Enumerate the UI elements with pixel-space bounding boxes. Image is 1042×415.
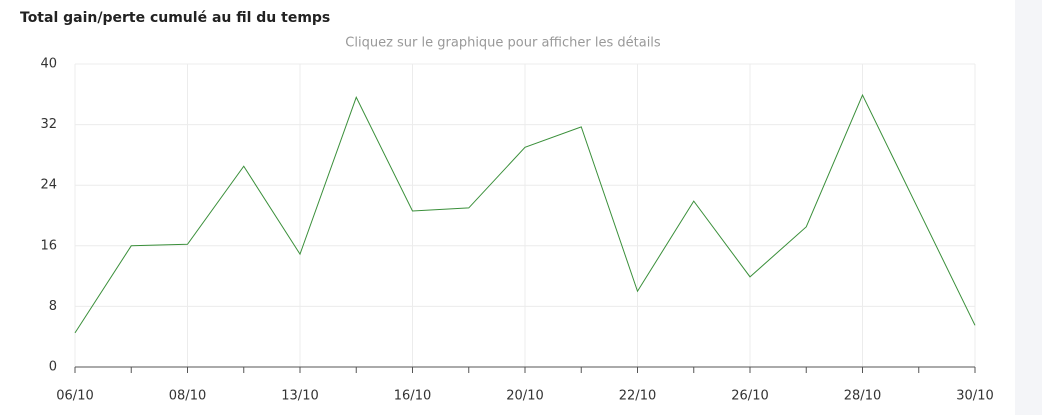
line: [74, 93, 976, 334]
x-tick-label: 08/10: [169, 389, 206, 404]
side-panel: [1015, 0, 1042, 415]
y-tick-label: 16: [40, 238, 57, 253]
x-tick-label: 20/10: [506, 389, 543, 404]
chart-title: Total gain/perte cumulé au fil du temps: [20, 10, 330, 26]
x-tick-label: 28/10: [844, 389, 881, 404]
x-tick-label: 06/10: [56, 389, 93, 404]
x-tick-label: 26/10: [731, 389, 768, 404]
x-tick-label: 30/10: [956, 389, 993, 404]
y-tick-label: 0: [49, 360, 57, 375]
y-tick-label: 40: [40, 57, 57, 72]
chart-subtitle[interactable]: Cliquez sur le graphique pour afficher l…: [345, 36, 661, 51]
y-tick-label: 32: [40, 117, 57, 132]
x-tick-label: 16/10: [394, 389, 431, 404]
x-tick-label: 13/10: [281, 389, 318, 404]
x-tick-label: 22/10: [619, 389, 656, 404]
y-tick-label: 24: [40, 178, 57, 193]
y-tick-label: 8: [49, 299, 57, 314]
